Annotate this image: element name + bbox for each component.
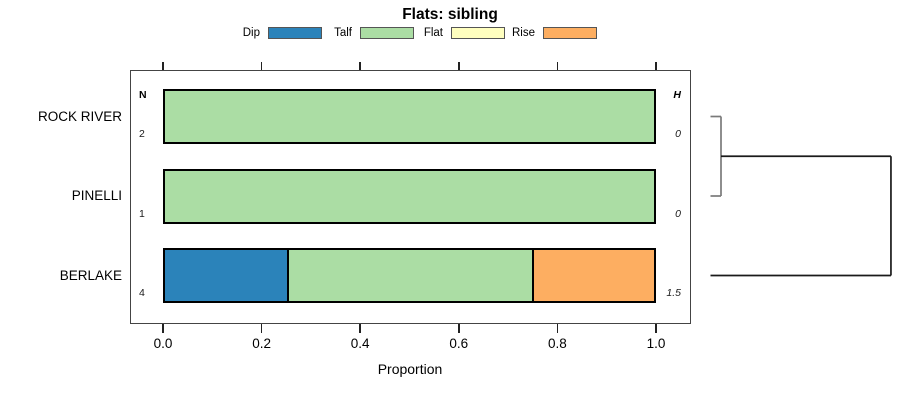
n-value: 4 [139, 287, 145, 299]
x-axis-tick-top [359, 61, 361, 70]
bar-segment-talf [287, 250, 532, 301]
bar-segment-dip [165, 250, 288, 301]
x-axis-tick-top [655, 61, 657, 70]
x-axis-tick-label: 0.0 [153, 336, 173, 351]
x-axis-tick-bottom [359, 324, 361, 333]
n-column-header: N [139, 89, 147, 101]
legend-swatch-rise [543, 27, 597, 39]
legend-swatch-dip [268, 27, 322, 39]
x-axis-tick-label: 0.4 [350, 336, 370, 351]
chart-title: Flats: sibling [402, 6, 498, 23]
x-axis-tick-top [162, 61, 164, 70]
x-axis-tick-label: 0.8 [548, 336, 567, 351]
stacked-bar [163, 248, 656, 303]
bar-segment-talf [165, 91, 654, 142]
x-axis-tick-bottom [655, 324, 657, 333]
category-label: PINELLI [71, 188, 122, 203]
bar-segment-rise [531, 250, 654, 301]
x-axis-tick-label: 0.2 [252, 336, 271, 351]
x-axis-tick-label: 1.0 [646, 336, 666, 351]
bar-segment-talf [165, 170, 654, 222]
legend-item: Dip [206, 25, 322, 41]
x-axis-tick-bottom [162, 324, 164, 333]
legend-label: Rise [511, 27, 535, 39]
legend-item: Rise [481, 25, 597, 41]
x-axis-label: Proportion [377, 361, 443, 377]
legend-swatch-flat [451, 27, 505, 39]
category-label: ROCK RIVER [37, 108, 122, 124]
h-value: 1.5 [666, 287, 681, 299]
x-axis-tick-bottom [458, 324, 460, 333]
plot-box [130, 70, 691, 324]
category-label: BERLAKE [59, 267, 122, 283]
legend-item: Flat [389, 25, 505, 41]
x-axis-tick-bottom [260, 324, 263, 333]
x-axis-tick-top [556, 61, 559, 70]
x-axis-tick-top [458, 61, 460, 70]
h-column-header: H [673, 89, 681, 101]
n-value: 2 [139, 128, 145, 140]
n-value: 1 [139, 207, 145, 220]
x-axis-tick-top [260, 61, 263, 70]
h-value: 0 [675, 128, 681, 140]
legend-swatch-talf [360, 27, 414, 39]
stacked-bar [163, 168, 656, 224]
x-axis-tick-bottom [556, 324, 559, 333]
x-axis-tick-label: 0.6 [449, 336, 469, 351]
legend-label: Dip [242, 27, 260, 39]
legend-item: Talf [298, 25, 414, 41]
stacked-bar [163, 89, 656, 144]
legend-label: Talf [334, 27, 352, 39]
h-value: 0 [675, 207, 681, 220]
legend-label: Flat [423, 27, 443, 39]
